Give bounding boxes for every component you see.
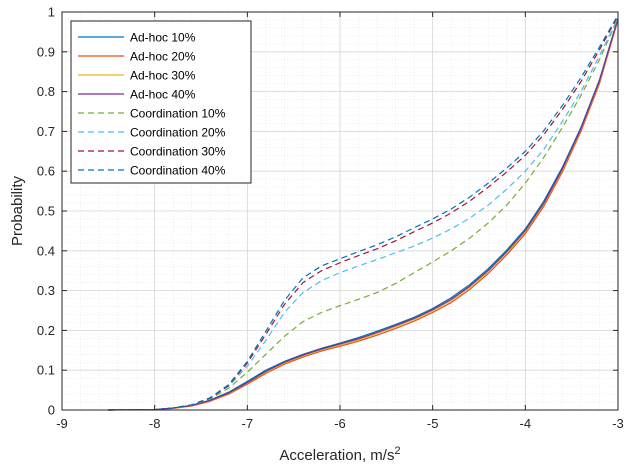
- x-tick-label: -7: [242, 416, 254, 431]
- legend-label-4: Ad-hoc 40%: [130, 88, 196, 102]
- x-tick-label: -6: [334, 416, 346, 431]
- x-tick-label: -5: [427, 416, 439, 431]
- series-layer: [108, 14, 619, 411]
- y-tick-labels: 0 0.1 0.2 0.3 0.4 0.5 0.6 0.7 0.8 0.9 1: [37, 5, 55, 418]
- y-tick-label: 0.1: [37, 363, 55, 378]
- x-axis-label-main: Acceleration, m/s: [279, 447, 394, 464]
- axis-ticks: [61, 11, 619, 411]
- y-tick-label: 0.8: [37, 84, 55, 99]
- legend-label-2: Ad-hoc 20%: [130, 50, 196, 64]
- series-line-8: [108, 14, 619, 411]
- legend-label-3: Ad-hoc 30%: [130, 69, 196, 83]
- y-tick-label: 0.4: [37, 243, 55, 258]
- legend-box: [70, 20, 252, 184]
- legend-label-7: Coordination 30%: [130, 145, 226, 159]
- y-tick-label: 0: [48, 403, 55, 418]
- legend-label-8: Coordination 40%: [130, 164, 226, 178]
- y-tick-label: 0.7: [37, 124, 55, 139]
- y-tick-label: 0.3: [37, 283, 55, 298]
- y-tick-label: 0.5: [37, 204, 55, 219]
- x-tick-label: -3: [612, 416, 624, 431]
- x-tick-label: -8: [149, 416, 161, 431]
- legend-label-5: Coordination 10%: [130, 107, 226, 121]
- y-tick-label: 1: [48, 5, 55, 20]
- y-tick-label: 0.2: [37, 323, 55, 338]
- y-tick-label: 0.9: [37, 44, 55, 59]
- x-tick-labels: -9 -8 -7 -6 -5 -4 -3: [56, 416, 624, 431]
- y-tick-label: 0.6: [37, 164, 55, 179]
- x-tick-label: -4: [520, 416, 532, 431]
- legend-label-6: Coordination 20%: [130, 126, 226, 140]
- series-line-5: [108, 17, 619, 411]
- legend: Ad-hoc 10% Ad-hoc 20% Ad-hoc 30% Ad-hoc 40%…: [70, 20, 252, 184]
- y-axis-label: Probability: [9, 175, 26, 246]
- x-axis-label-sup: 2: [394, 445, 400, 457]
- x-tick-label: -9: [56, 416, 68, 431]
- x-axis-label: Acceleration, m/s2: [279, 445, 400, 464]
- legend-label-1: Ad-hoc 10%: [130, 31, 196, 45]
- series-line-4: [108, 18, 619, 411]
